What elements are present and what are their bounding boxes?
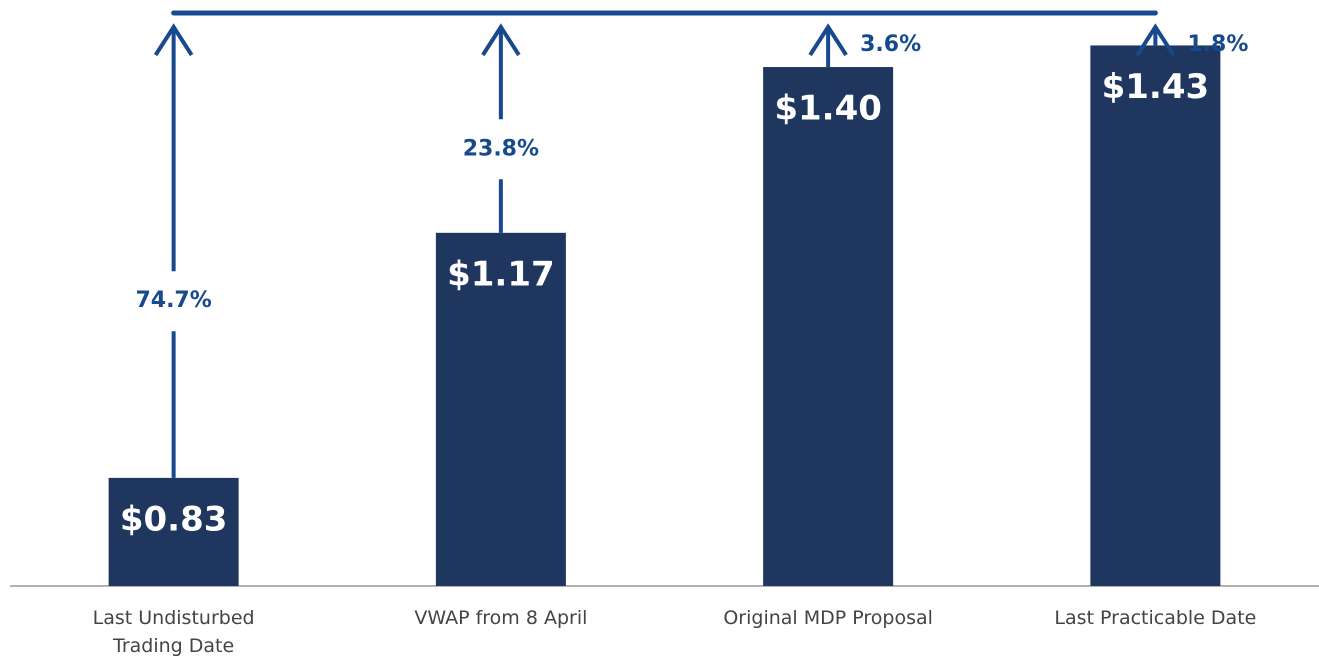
x-tick-label: VWAP from 8 April bbox=[414, 607, 588, 629]
bar bbox=[108, 477, 239, 586]
value-label: $0.83 bbox=[120, 499, 228, 539]
value-label: $1.43 bbox=[1102, 67, 1210, 107]
bar bbox=[1090, 45, 1221, 587]
value-label: $1.17 bbox=[447, 254, 555, 294]
x-tick-label: Last Practicable Date bbox=[1054, 607, 1257, 629]
premium-label: 3.6% bbox=[860, 32, 921, 57]
x-tick-label: Original MDP Proposal bbox=[723, 607, 933, 629]
premium-label: 74.7% bbox=[135, 288, 211, 313]
premium-label: 23.8% bbox=[463, 136, 539, 161]
x-tick-label: Last Undisturbed Trading Date bbox=[92, 607, 255, 657]
premium-label: 1.8% bbox=[1187, 32, 1248, 57]
bar bbox=[763, 67, 894, 587]
value-label: $1.40 bbox=[774, 89, 882, 129]
bar bbox=[435, 232, 566, 586]
